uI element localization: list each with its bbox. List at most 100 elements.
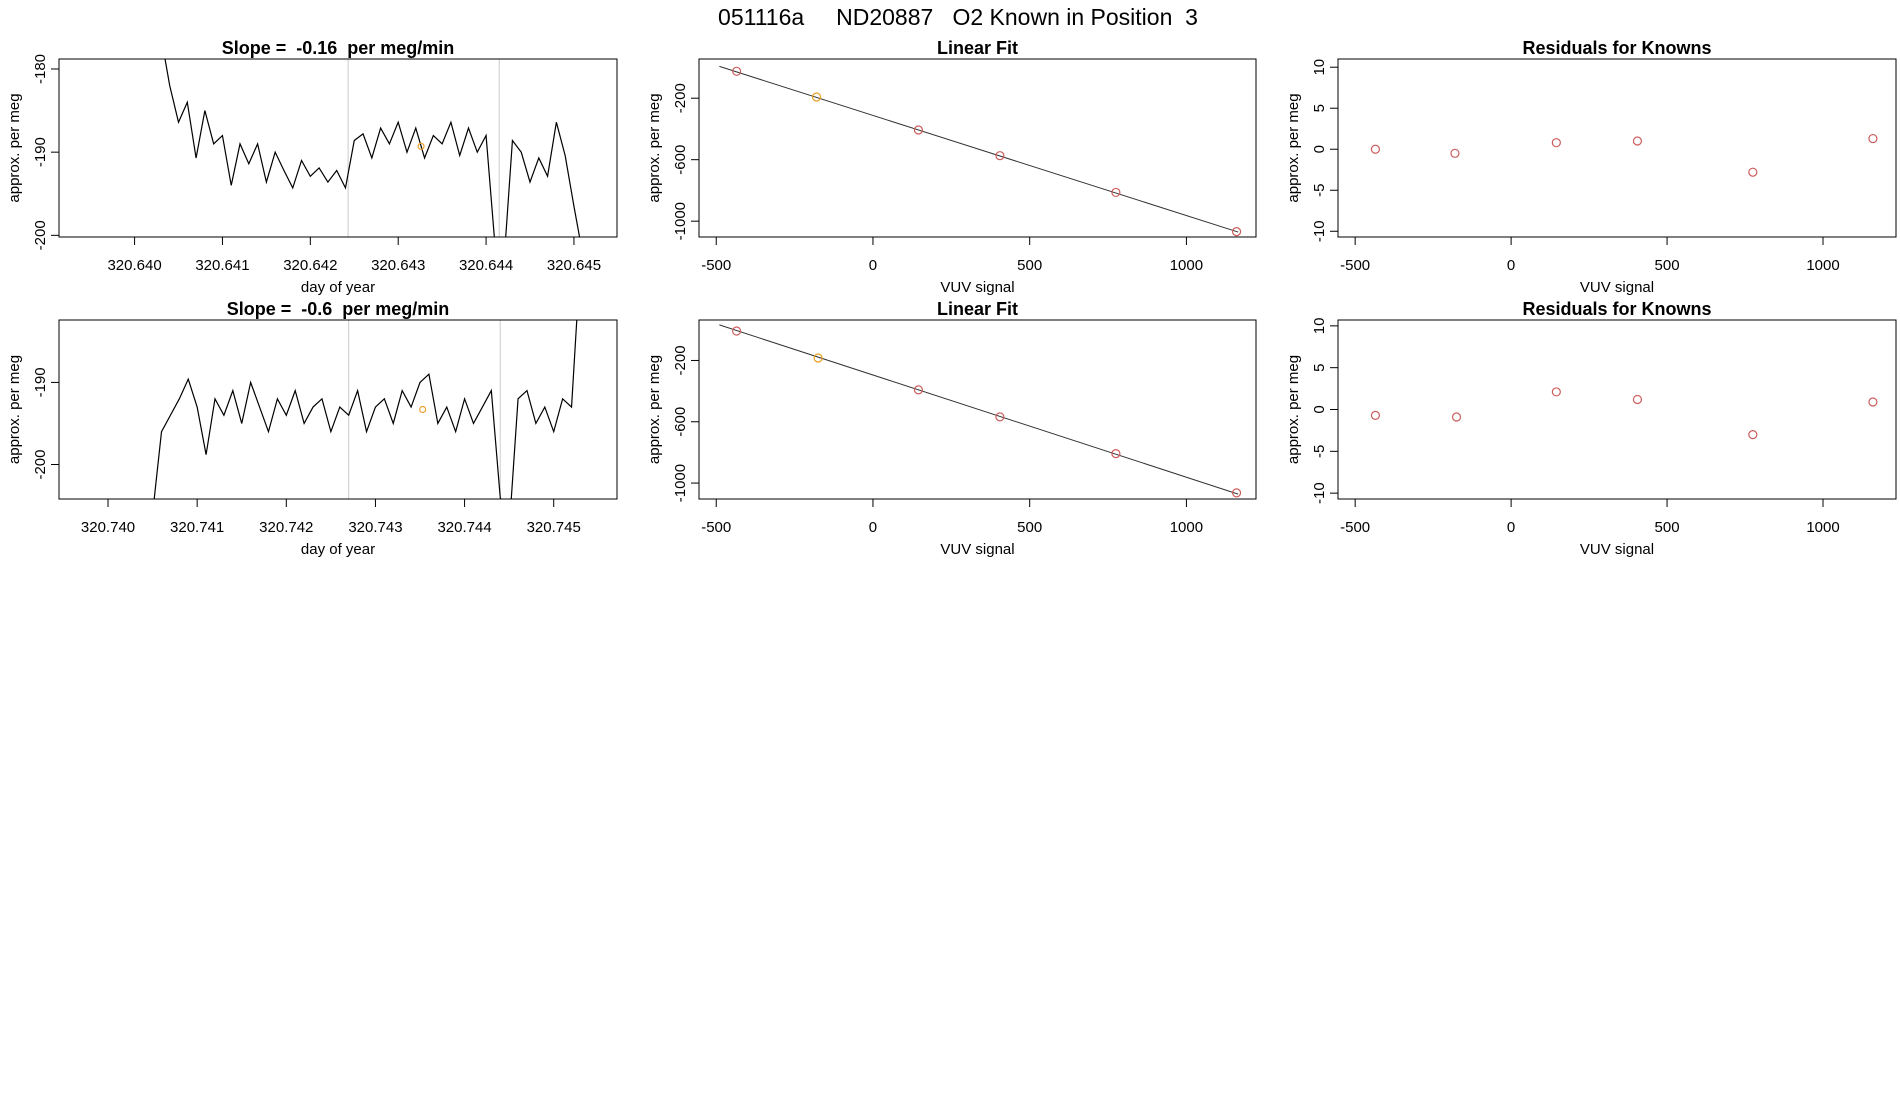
y-tick-label: -200 [32,449,49,479]
x-axis-label: VUV signal [940,279,1014,296]
highlight-point [419,405,427,414]
y-tick-label: -5 [1311,445,1328,458]
x-tick-label: 320.740 [81,519,135,536]
y-tick-label: -180 [32,54,49,84]
plot-area [1370,387,1878,440]
data-point [913,125,924,135]
data-point [1748,429,1758,440]
y-tick-label: -600 [672,145,689,175]
data-point [995,151,1005,161]
x-tick-label: 320.640 [107,257,161,274]
y-tick-label: -10 [1311,220,1328,242]
data-point [813,353,823,363]
y-axis-label: approx. per meg [6,355,23,464]
plot-frame [698,319,1257,500]
data-point [1370,144,1381,154]
x-axis-label: VUV signal [1580,541,1654,558]
y-tick-label: 0 [1311,145,1328,153]
panel: Linear Fit VUV signal approx. per meg -500 0… [646,299,1257,558]
chart-title: Residuals for Knowns [1522,38,1711,58]
y-tick-label: -190 [32,367,49,397]
x-tick-label: 0 [869,257,877,274]
x-tick-label: -500 [1340,257,1370,274]
y-tick-label: -1000 [672,464,689,502]
y-tick-label: 5 [1311,364,1328,372]
x-axis-label: VUV signal [940,541,1014,558]
x-tick-label: 500 [1655,519,1680,536]
data-point [732,66,742,76]
x-tick-label: 0 [1507,257,1515,274]
x-tick-label: 320.645 [547,257,601,274]
panel: Slope = -0.16 per meg/min day of year appr… [6,38,618,296]
y-tick-label: -600 [672,407,689,437]
data-point [1551,138,1561,148]
highlight-point [417,142,425,150]
y-tick-label: -10 [1311,482,1328,504]
x-tick-label: -500 [1340,519,1370,536]
y-tick-label: 5 [1311,104,1328,112]
chart-title: Slope = -0.16 per meg/min [222,38,455,58]
y-tick-label: -200 [672,345,689,375]
x-tick-label: 500 [1017,257,1042,274]
data-point [995,412,1005,422]
x-tick-label: 1000 [1170,519,1203,536]
data-point [811,92,822,102]
y-tick-label: -1000 [672,202,689,240]
chart-title: Linear Fit [937,38,1018,58]
x-tick-label: -500 [701,519,731,536]
y-tick-label: -5 [1311,184,1328,197]
data-line [164,59,581,237]
x-tick-label: 320.741 [170,519,224,536]
x-tick-label: 320.743 [348,519,402,536]
y-tick-label: 10 [1311,318,1328,335]
x-axis-label: day of year [301,279,375,296]
data-point [1451,412,1462,422]
data-point [1868,133,1878,144]
plot-area [719,324,1242,498]
chart-title: Residuals for Knowns [1522,299,1711,319]
plot-frame [1337,319,1897,500]
x-tick-label: 1000 [1806,257,1839,274]
plot-area [719,65,1242,237]
y-axis-label: approx. per meg [6,93,23,202]
data-point [732,326,742,336]
data-point [1748,167,1758,177]
data-point [1370,410,1381,420]
plot-frame [58,319,618,500]
chart-title: Slope = -0.6 per meg/min [227,299,450,319]
data-point [1111,449,1121,459]
data-point [1231,227,1242,237]
plot-frame [698,58,1257,238]
y-tick-label: -200 [672,83,689,113]
y-tick-label: -190 [32,137,49,167]
x-tick-label: 320.644 [459,257,513,274]
data-point [913,385,924,395]
data-point [1632,394,1643,405]
y-axis-label: approx. per meg [646,355,663,464]
page-title: 051116a ND20887 O2 Known in Position 3 [718,4,1198,30]
fit-line [719,324,1239,495]
panel: Residuals for Knowns VUV signal approx. pe… [1285,38,1897,296]
x-tick-label: 1000 [1170,257,1203,274]
x-tick-label: 0 [869,519,877,536]
fit-line [719,65,1239,233]
y-tick-label: 10 [1311,59,1328,76]
panel: Residuals for Knowns VUV signal approx. pe… [1285,299,1897,558]
data-point [1450,148,1460,158]
x-tick-label: 320.642 [283,257,337,274]
data-point [1868,397,1878,407]
x-tick-label: 500 [1655,257,1680,274]
x-tick-label: 0 [1507,519,1515,536]
x-tick-label: 320.742 [259,519,313,536]
plot-area [164,59,581,237]
y-tick-label: -200 [32,220,49,250]
plot-frame [1337,58,1897,238]
plot-area [153,320,578,499]
y-axis-label: approx. per meg [646,93,663,202]
chart-title: Linear Fit [937,299,1018,319]
x-tick-label: 320.643 [371,257,425,274]
x-tick-label: 320.744 [437,519,491,536]
y-axis-label: approx. per meg [1285,355,1302,464]
x-axis-label: VUV signal [1580,279,1654,296]
